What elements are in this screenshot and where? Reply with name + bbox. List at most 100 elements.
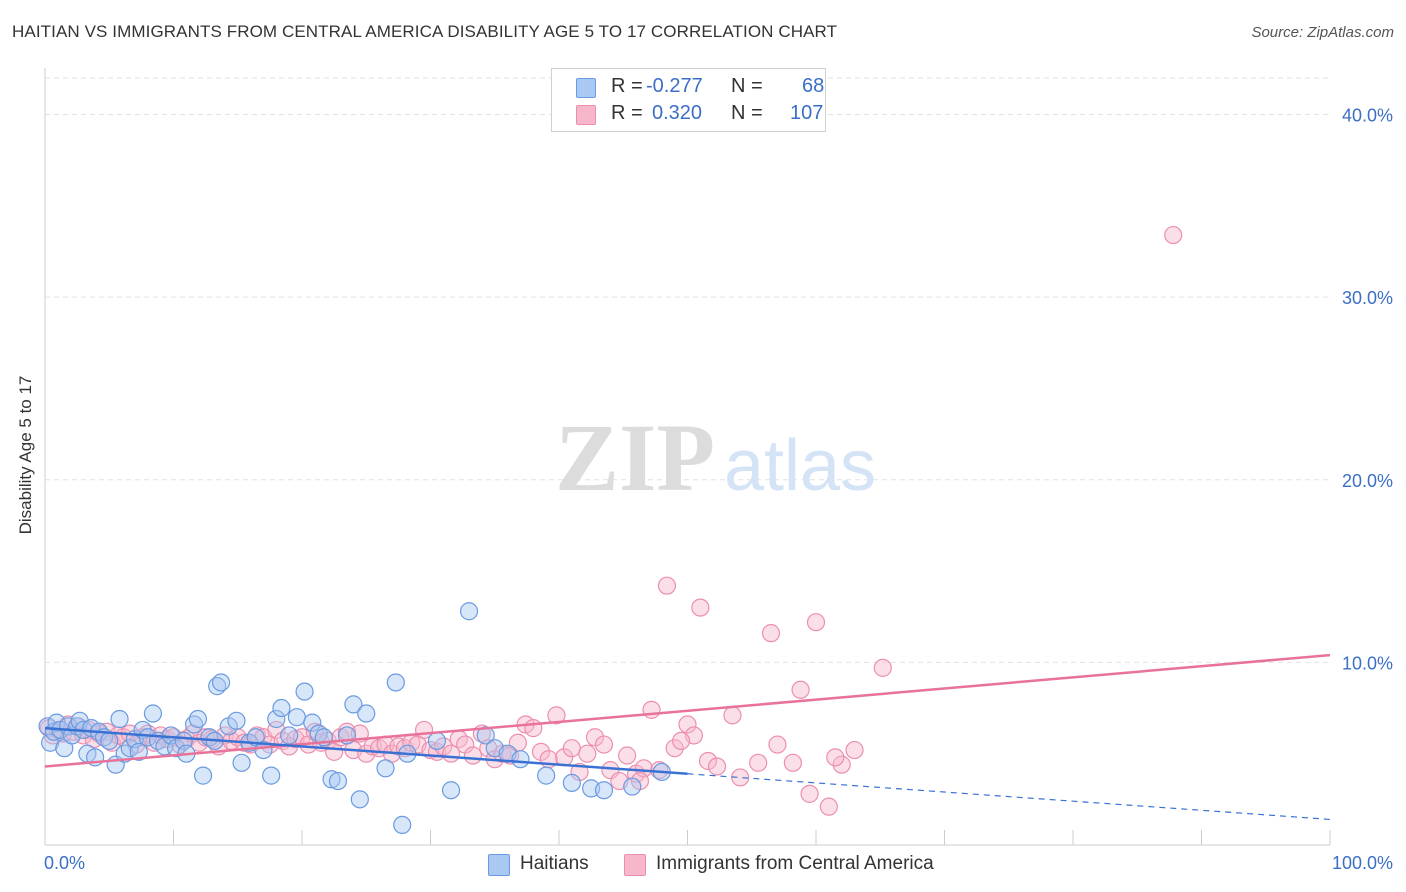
point-central-america xyxy=(698,751,718,771)
point-haitians xyxy=(115,744,134,763)
point-haitians xyxy=(267,709,286,729)
point-haitians xyxy=(120,739,139,758)
point-haitians xyxy=(232,753,251,772)
point-haitians xyxy=(110,709,129,729)
point-central-america xyxy=(800,784,819,803)
bottom-legend-label-haitians: Haitians xyxy=(520,853,589,874)
point-haitians xyxy=(393,815,412,835)
point-central-america xyxy=(531,742,551,761)
point-central-america xyxy=(826,748,845,767)
watermark-zip: ZIP xyxy=(555,404,715,511)
legend-n-value-central-america: 107 xyxy=(790,102,824,124)
point-central-america xyxy=(657,576,677,595)
y-tick-label: 20.0% xyxy=(1342,471,1393,491)
point-haitians xyxy=(100,731,119,751)
point-haitians xyxy=(386,673,405,692)
point-central-america xyxy=(547,706,566,725)
point-central-america xyxy=(671,731,691,751)
legend-swatch-central-america xyxy=(576,105,596,125)
point-haitians xyxy=(41,733,60,752)
point-central-america xyxy=(832,755,851,774)
bottom-legend-label-central-america: Immigrants from Central America xyxy=(656,853,934,874)
point-haitians xyxy=(594,781,614,800)
legend-r-label: R = xyxy=(611,102,643,124)
point-haitians xyxy=(129,742,148,761)
point-haitians xyxy=(562,773,581,793)
x-tick-label-min: 0.0% xyxy=(44,853,85,873)
point-haitians xyxy=(322,770,341,789)
point-central-america xyxy=(678,715,697,734)
point-central-america xyxy=(845,740,864,760)
trend-line-haitians-extension xyxy=(687,773,1331,821)
point-haitians xyxy=(166,739,186,758)
point-central-america xyxy=(196,728,215,747)
point-central-america xyxy=(642,700,661,719)
point-haitians xyxy=(350,790,369,809)
trend-line-central-america xyxy=(44,653,1331,768)
bottom-legend-swatch-central-america xyxy=(624,854,646,876)
zipatlas-watermark: ZIP atlas xyxy=(555,404,876,511)
point-haitians xyxy=(143,704,163,723)
chart-title: HAITIAN VS IMMIGRANTS FROM CENTRAL AMERI… xyxy=(12,22,838,41)
point-haitians xyxy=(262,766,281,785)
point-central-america xyxy=(819,797,838,816)
legend-n-label: N = xyxy=(731,75,763,97)
point-haitians xyxy=(295,682,314,701)
legend-n-label: N = xyxy=(731,102,763,124)
series-central-america-points xyxy=(39,225,1183,816)
point-central-america xyxy=(707,757,727,776)
point-central-america xyxy=(768,735,787,754)
watermark-atlas: atlas xyxy=(724,426,876,506)
point-central-america xyxy=(618,746,637,765)
point-haitians xyxy=(537,766,556,785)
point-haitians xyxy=(427,731,447,751)
series-haitians-points xyxy=(38,602,671,835)
bottom-legend-swatch-haitians xyxy=(488,854,510,876)
legend-r-value-central-america: 0.320 xyxy=(652,102,703,124)
point-haitians xyxy=(511,750,530,769)
point-haitians xyxy=(227,711,246,730)
point-central-america xyxy=(594,735,614,754)
point-haitians xyxy=(193,766,213,785)
point-central-america xyxy=(723,706,742,725)
point-haitians xyxy=(211,673,231,692)
point-haitians xyxy=(376,759,395,778)
chart-source: Source: ZipAtlas.com xyxy=(1251,24,1394,41)
point-haitians xyxy=(459,602,479,621)
correlation-legend: R = -0.277 N = 68 R = 0.320 N = 107 xyxy=(551,68,826,132)
point-haitians xyxy=(623,777,642,796)
axes xyxy=(44,68,1331,846)
point-haitians xyxy=(476,726,495,745)
legend-r-label: R = xyxy=(611,75,643,97)
legend-swatch-haitians xyxy=(576,78,596,98)
point-haitians xyxy=(272,698,291,718)
point-haitians xyxy=(188,709,208,729)
point-central-america xyxy=(761,624,781,643)
point-haitians xyxy=(357,704,376,723)
point-central-america xyxy=(873,658,892,677)
point-central-america xyxy=(562,739,581,758)
point-haitians xyxy=(328,771,348,791)
point-central-america xyxy=(578,744,597,763)
point-central-america xyxy=(806,613,826,632)
legend-n-value-haitians: 68 xyxy=(802,75,825,97)
x-tick-label-max: 100.0% xyxy=(1332,853,1393,873)
tick-labels: 10.0% 20.0% 30.0% 40.0% 0.0% 100.0% xyxy=(44,106,1393,873)
y-tick-label: 10.0% xyxy=(1342,653,1393,673)
point-central-america xyxy=(791,680,810,699)
gridlines xyxy=(45,77,1330,663)
point-haitians xyxy=(254,740,273,760)
legend-r-value-haitians: -0.277 xyxy=(646,75,703,97)
y-axis-label: Disability Age 5 to 17 xyxy=(16,375,35,535)
point-central-america xyxy=(524,719,543,738)
point-haitians xyxy=(303,713,322,732)
point-central-america xyxy=(691,598,710,617)
point-central-america xyxy=(463,746,483,765)
point-central-america xyxy=(749,753,768,772)
point-haitians xyxy=(280,726,299,745)
point-haitians xyxy=(287,708,306,727)
point-haitians xyxy=(344,695,363,714)
point-central-america xyxy=(783,753,802,772)
point-central-america xyxy=(1164,225,1183,245)
